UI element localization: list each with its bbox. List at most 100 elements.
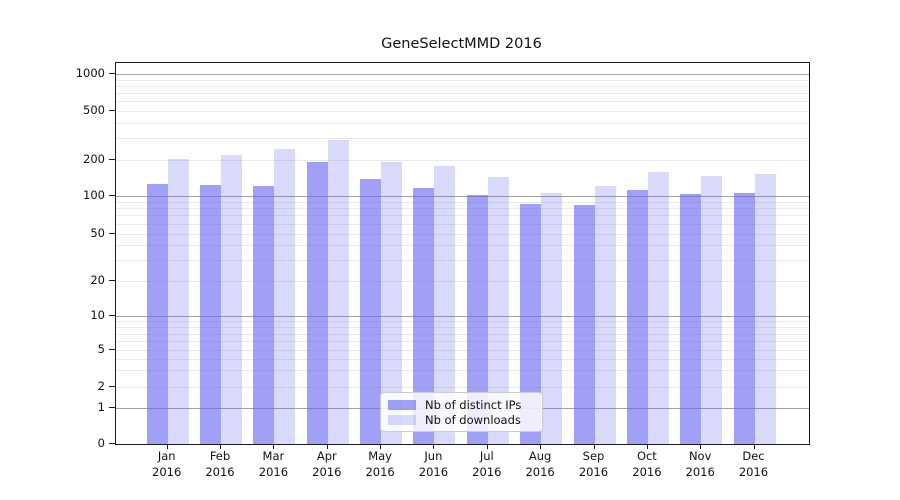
x-tick-label-dec: Dec 2016 xyxy=(724,449,784,480)
gridline-minor xyxy=(116,223,809,225)
x-tick-mark xyxy=(380,444,382,449)
y-tick-label: 5 xyxy=(97,341,105,356)
x-tick-mark xyxy=(166,444,168,449)
x-tick-month: Aug xyxy=(528,449,552,463)
x-tick-month: Jun xyxy=(424,449,443,463)
gridline-major xyxy=(116,316,809,318)
x-tick-mark xyxy=(753,444,755,449)
gridline-minor xyxy=(116,208,809,210)
y-tick-mark xyxy=(109,406,115,408)
y-tick-mark xyxy=(109,443,115,444)
chart-title: GeneSelectMMD 2016 xyxy=(381,36,542,52)
x-tick-year: 2016 xyxy=(152,464,182,479)
y-tick-label: 10 xyxy=(90,308,105,323)
x-tick-year: 2016 xyxy=(738,464,769,479)
bar-downloads-oct xyxy=(647,172,669,444)
x-tick-year: 2016 xyxy=(312,464,342,479)
gridline-major xyxy=(116,196,809,197)
bar-downloads-may xyxy=(381,162,403,444)
y-tick-mark xyxy=(109,232,115,234)
x-tick-label-sep: Sep 2016 xyxy=(564,449,624,480)
x-tick-mark xyxy=(700,444,702,449)
gridline-minor xyxy=(116,245,809,246)
y-tick-label: 500 xyxy=(83,103,105,118)
gridline-major xyxy=(116,73,809,75)
legend-item-downloads: Nb of downloads xyxy=(388,413,535,427)
gridline-minor xyxy=(116,233,809,235)
x-tick-year: 2016 xyxy=(205,464,235,479)
x-tick-label-aug: Aug 2016 xyxy=(510,449,570,480)
gridline-minor xyxy=(116,280,809,282)
bar-distinct-ips-jul xyxy=(466,194,488,444)
gridline-minor xyxy=(116,138,809,140)
x-tick-month: Jan xyxy=(157,449,176,463)
x-tick-label-feb: Feb 2016 xyxy=(190,449,250,480)
x-tick-label-mar: Mar 2016 xyxy=(243,449,303,480)
bar-distinct-ips-oct xyxy=(626,190,648,444)
gridline-minor xyxy=(116,327,809,328)
bar-distinct-ips-dec xyxy=(733,192,755,444)
x-tick-year: 2016 xyxy=(472,464,502,479)
gridline-minor xyxy=(116,79,809,81)
gridline-minor xyxy=(116,349,809,351)
x-tick-label-jun: Jun 2016 xyxy=(403,449,463,480)
y-tick-label: 20 xyxy=(90,272,105,287)
bar-downloads-nov xyxy=(701,175,723,444)
x-tick-year: 2016 xyxy=(365,464,395,479)
x-tick-mark xyxy=(593,444,595,449)
gridline-minor xyxy=(116,201,809,203)
x-tick-year: 2016 xyxy=(418,464,449,479)
bar-downloads-mar xyxy=(274,149,296,444)
x-tick-mark xyxy=(486,444,488,449)
gridline-minor xyxy=(116,370,809,372)
x-tick-mark xyxy=(646,444,648,449)
gridline-minor xyxy=(116,85,809,87)
x-tick-mark xyxy=(273,444,275,449)
bar-downloads-jul xyxy=(487,176,509,444)
x-tick-mark xyxy=(433,444,435,449)
bar-distinct-ips-sep xyxy=(573,204,595,444)
y-tick-mark xyxy=(109,348,115,350)
gridline-minor xyxy=(116,386,809,388)
x-tick-year: 2016 xyxy=(578,464,609,479)
gridline-minor xyxy=(116,93,809,94)
x-tick-label-oct: Oct 2016 xyxy=(617,449,677,480)
y-tick-mark xyxy=(109,315,115,317)
y-tick-mark xyxy=(109,385,115,387)
y-tick-label: 100 xyxy=(83,188,105,202)
bar-distinct-ips-aug xyxy=(520,203,542,444)
x-tick-year: 2016 xyxy=(632,464,662,479)
bar-downloads-aug xyxy=(541,193,563,444)
y-tick-mark xyxy=(109,72,115,74)
grid-layer xyxy=(116,63,809,444)
y-tick-mark xyxy=(109,110,115,112)
gridline-minor xyxy=(116,123,809,124)
gridline-minor xyxy=(116,101,809,103)
x-tick-mark xyxy=(220,444,221,449)
x-tick-label-apr: Apr 2016 xyxy=(297,449,357,480)
x-tick-label-jan: Jan 2016 xyxy=(137,449,197,480)
bar-downloads-feb xyxy=(221,155,243,444)
x-tick-mark xyxy=(326,444,328,449)
bar-distinct-ips-apr xyxy=(306,161,328,444)
legend-label-distinct-ips: Nb of distinct IPs xyxy=(425,398,522,412)
bars-layer xyxy=(116,63,809,444)
gridline-minor xyxy=(116,159,809,161)
x-tick-year: 2016 xyxy=(685,464,715,479)
plot-area: Nb of distinct IPs Nb of downloads xyxy=(115,62,810,445)
y-tick-mark xyxy=(109,195,115,196)
gridline-minor xyxy=(116,321,809,323)
bar-downloads-apr xyxy=(327,139,349,444)
gridline-minor xyxy=(116,215,809,217)
bar-distinct-ips-jan xyxy=(146,183,168,444)
legend-label-downloads: Nb of downloads xyxy=(425,413,521,427)
bar-distinct-ips-mar xyxy=(253,186,275,444)
x-tick-label-jul: Jul 2016 xyxy=(457,449,517,480)
y-tick-label: 1 xyxy=(97,399,105,414)
bar-distinct-ips-may xyxy=(360,178,382,444)
bar-downloads-jan xyxy=(167,159,189,444)
y-tick-label: 200 xyxy=(83,151,105,166)
x-tick-label-nov: Nov 2016 xyxy=(670,449,730,480)
gridline-minor xyxy=(116,111,809,113)
